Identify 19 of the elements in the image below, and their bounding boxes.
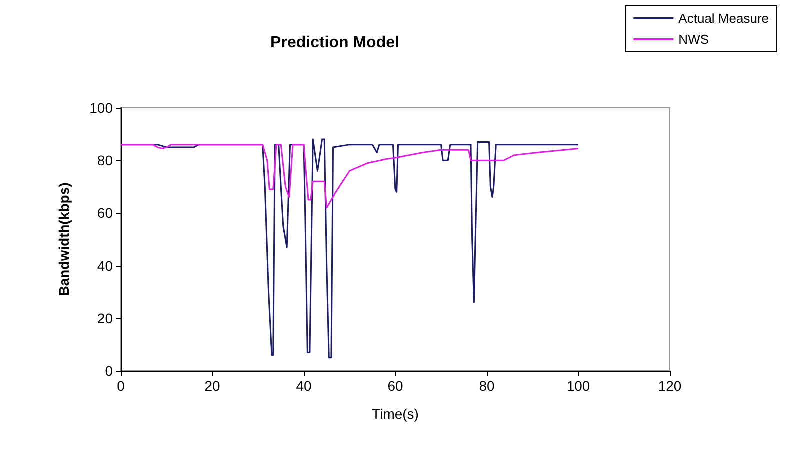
x-tick-label: 60 [388,378,404,394]
legend-label: Actual Measure [678,11,770,26]
x-tick-label: 80 [479,378,495,394]
y-tick-label: 0 [105,363,114,379]
x-axis-title: Time(s) [372,406,419,422]
y-tick-label: 40 [97,258,114,274]
y-tick-label: 100 [90,100,114,116]
y-axis-title: Bandwidth(kbps) [56,182,72,296]
x-tick-label: 100 [566,378,590,394]
y-tick-label: 20 [97,310,114,326]
chart-title: Prediction Model [270,34,400,52]
x-tick-label: 0 [117,378,126,394]
y-tick-label: 80 [97,152,114,169]
x-tick-label: 40 [296,378,312,394]
line-series [120,144,580,209]
x-tick-label: 120 [658,378,682,394]
x-tick-label: 20 [204,378,220,394]
y-tick-label: 60 [97,205,114,222]
legend-label: NWS [678,32,710,47]
